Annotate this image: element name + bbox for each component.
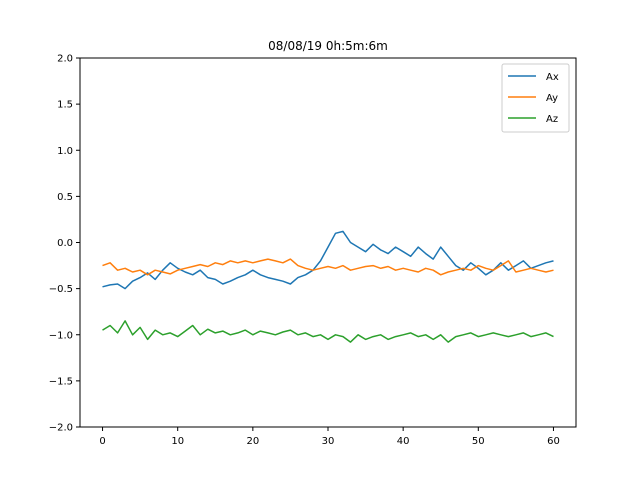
- series-layer: [102, 230, 554, 343]
- x-tick-label: 40: [397, 436, 410, 447]
- x-tick-label: 30: [322, 436, 335, 447]
- y-tick-label: −1.5: [49, 376, 73, 387]
- x-axis: 0 10 20 30 40 50 60: [99, 427, 560, 447]
- x-tick-label: 20: [246, 436, 259, 447]
- chart-title: 08/08/19 0h:5m:6m: [268, 39, 388, 53]
- y-axis: 2.0 1.5 1.0 0.5 0.0 −0.5 −1.0 −1.5 −2.0: [49, 54, 80, 434]
- y-tick-label: 2.0: [57, 54, 73, 65]
- series-line-ax: [102, 230, 554, 290]
- legend-label-ax: Ax: [546, 72, 559, 83]
- y-tick-label: 0.0: [57, 238, 73, 249]
- y-tick-label: −2.0: [49, 423, 73, 434]
- series-line-ay: [102, 258, 554, 276]
- x-tick-label: 10: [171, 436, 184, 447]
- legend-label-ay: Ay: [546, 93, 558, 104]
- series-line-az: [102, 320, 554, 343]
- legend-box: [501, 63, 570, 133]
- legend-label-az: Az: [546, 114, 558, 125]
- x-tick-label: 0: [99, 436, 105, 447]
- legend: Ax Ay Az: [501, 63, 570, 133]
- y-tick-label: 1.0: [57, 146, 73, 157]
- y-tick-label: 1.5: [57, 100, 73, 111]
- y-tick-label: −0.5: [49, 284, 73, 295]
- x-tick-label: 50: [472, 436, 485, 447]
- y-tick-label: −1.0: [49, 330, 73, 341]
- x-tick-label: 60: [547, 436, 560, 447]
- y-tick-label: 0.5: [57, 192, 73, 203]
